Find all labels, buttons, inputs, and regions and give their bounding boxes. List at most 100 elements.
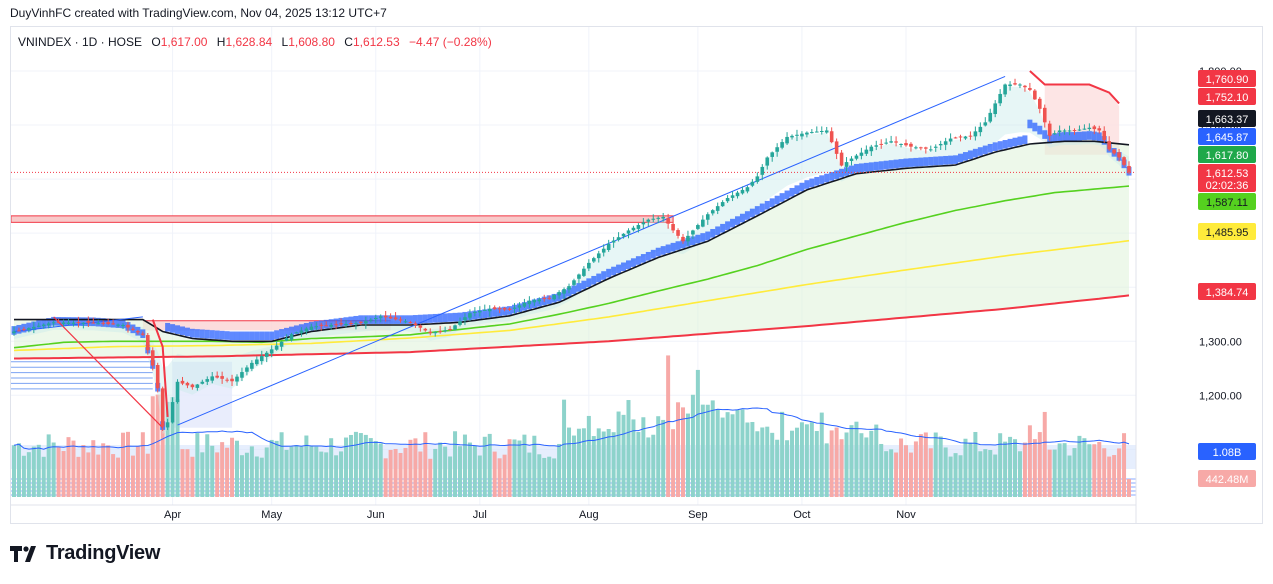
candle-body (547, 297, 551, 299)
candle-body (874, 145, 879, 147)
stair-block (774, 195, 780, 205)
volume-bar (1047, 449, 1052, 497)
stair-block (353, 315, 359, 325)
price-chart[interactable]: 1,800.001,700.001,600.001,500.001,400.00… (11, 27, 1262, 523)
stair-block (1076, 131, 1082, 141)
volume-bar (1092, 444, 1097, 497)
volume-bar (1097, 441, 1102, 497)
candle-body (567, 286, 571, 290)
candle-body (1127, 165, 1131, 173)
stair-block (274, 330, 280, 339)
candle-body (1082, 128, 1087, 130)
volume-bar (586, 415, 591, 497)
volume-bar (1022, 442, 1027, 497)
candle-body (497, 308, 502, 310)
volume-bar (775, 439, 780, 497)
volume-bar (641, 417, 646, 497)
volume-bar (879, 443, 884, 497)
candle-body (919, 147, 923, 149)
stair-block (264, 331, 270, 341)
volume-bar (130, 455, 135, 497)
stair-block (591, 275, 597, 285)
volume-bar (606, 428, 611, 497)
volume-bar (715, 409, 720, 497)
stair-block (933, 156, 939, 166)
price-tag (1198, 193, 1256, 210)
stair-block (759, 203, 765, 213)
volume-bar (418, 451, 423, 497)
stair-block (839, 168, 845, 178)
volume-bar (329, 438, 334, 497)
candle-body (864, 149, 869, 154)
candle-body (844, 162, 849, 167)
volume-bar (363, 434, 368, 497)
volume-bar (988, 450, 993, 497)
candle-body (245, 367, 249, 372)
candle-body (334, 324, 338, 326)
volume-bar (448, 456, 453, 497)
volume-bar (264, 447, 269, 497)
volume-bar (249, 446, 254, 497)
volume-bar (1017, 451, 1022, 497)
stair-block (853, 163, 859, 173)
volume-bar (705, 404, 710, 497)
candle-body (824, 130, 829, 133)
x-tick-label: Nov (896, 509, 916, 521)
stair-block (165, 322, 171, 332)
stair-block (804, 180, 810, 189)
chart-frame[interactable]: 1,800.001,700.001,600.001,500.001,400.00… (10, 26, 1263, 524)
volume-bar (225, 447, 230, 497)
candle-body (66, 322, 71, 325)
volume-bar (611, 432, 616, 497)
volume-bar (542, 457, 547, 497)
legend-open-label: O (151, 35, 160, 49)
legend-low-label: L (282, 35, 289, 49)
volume-bar (467, 442, 472, 497)
candle-body (542, 298, 547, 300)
candle-body (661, 216, 665, 219)
stair-block (928, 156, 934, 166)
volume-bar (809, 422, 814, 497)
stair-block (1042, 130, 1048, 139)
candle-body (770, 152, 774, 157)
volume-bar (517, 440, 522, 497)
volume-bar (492, 451, 497, 497)
moving-averages (13, 140, 1130, 360)
stair-block (690, 236, 696, 246)
stair-block (923, 157, 929, 166)
volume-bar (770, 432, 775, 497)
volume-bar (348, 434, 353, 497)
volume-bar (671, 429, 676, 497)
volume-bar (765, 426, 770, 497)
volume-bar (51, 442, 56, 497)
volume-bar (557, 443, 562, 497)
candle-body (136, 331, 140, 333)
ma200-line (14, 294, 1130, 360)
volume-bar (319, 451, 324, 497)
stair-block (601, 271, 607, 280)
stair-block (184, 327, 190, 337)
price-tag (1198, 283, 1256, 300)
stair-block (888, 160, 894, 169)
volume-bar (150, 396, 155, 497)
legend-close-label: C (344, 35, 353, 49)
volume-bar (71, 440, 76, 497)
volume-bar (61, 451, 66, 497)
candle-body (616, 237, 621, 241)
candle-body (418, 325, 423, 328)
candle-body (978, 126, 983, 133)
candle-body (314, 326, 319, 328)
volume-bar (998, 433, 1003, 497)
volume-bar (547, 456, 552, 497)
stair-block (1071, 132, 1077, 141)
candle-body (810, 132, 814, 134)
stair-block (675, 241, 681, 250)
candle-body (180, 380, 185, 384)
stair-block (80, 317, 86, 326)
candle-body (522, 303, 527, 307)
candle-body (775, 147, 779, 152)
stair-block (829, 172, 835, 181)
stair-block (868, 162, 874, 171)
ohlc-legend: VNINDEX · 1D · HOSE O1,617.00 H1,628.84 … (18, 35, 492, 49)
volume-bar (185, 449, 190, 497)
